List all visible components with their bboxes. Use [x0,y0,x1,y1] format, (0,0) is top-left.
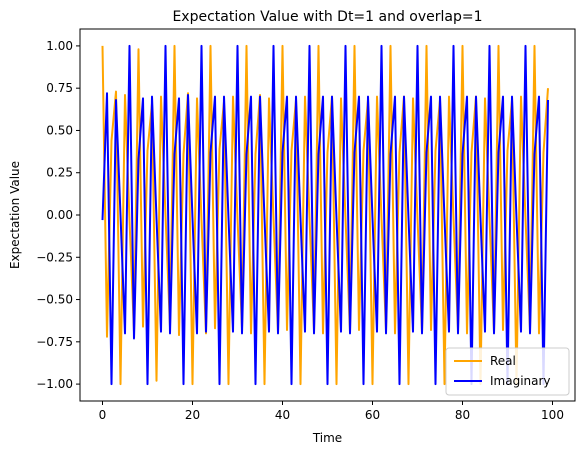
x-tick-label: 40 [275,408,290,422]
y-tick-label: 0.50 [46,123,73,137]
x-tick-label: 80 [455,408,470,422]
legend-label-real: Real [490,354,516,368]
y-tick-label: −0.25 [36,250,73,264]
x-tick-label: 20 [185,408,200,422]
y-tick-label: 0.75 [46,81,73,95]
legend: Real Imaginary [445,347,570,396]
x-axis-title: Time [312,431,342,445]
y-axis-ticks: −1.00 −0.75 −0.50 −0.25 0.00 0.25 0.50 0.75 1.00 [36,39,80,391]
series-line-imaginary [101,44,549,386]
y-tick-label: −0.75 [36,335,73,349]
y-tick-label: 0.25 [46,166,73,180]
y-tick-label: −1.00 [36,377,73,391]
y-tick-label: 1.00 [46,39,73,53]
y-tick-label: −0.50 [36,293,73,307]
x-tick-label: 100 [541,408,564,422]
x-tick-label: 60 [365,408,380,422]
y-tick-label: 0.00 [46,208,73,222]
chart-title: Expectation Value with Dt=1 and overlap=… [172,9,482,25]
x-axis-ticks: 0 20 40 60 80 100 [99,401,564,422]
legend-box [445,347,570,396]
y-axis-title: Expectation Value [8,161,22,269]
x-tick-label: 0 [99,408,107,422]
legend-label-imaginary: Imaginary [490,374,551,388]
series-layer [101,44,549,386]
